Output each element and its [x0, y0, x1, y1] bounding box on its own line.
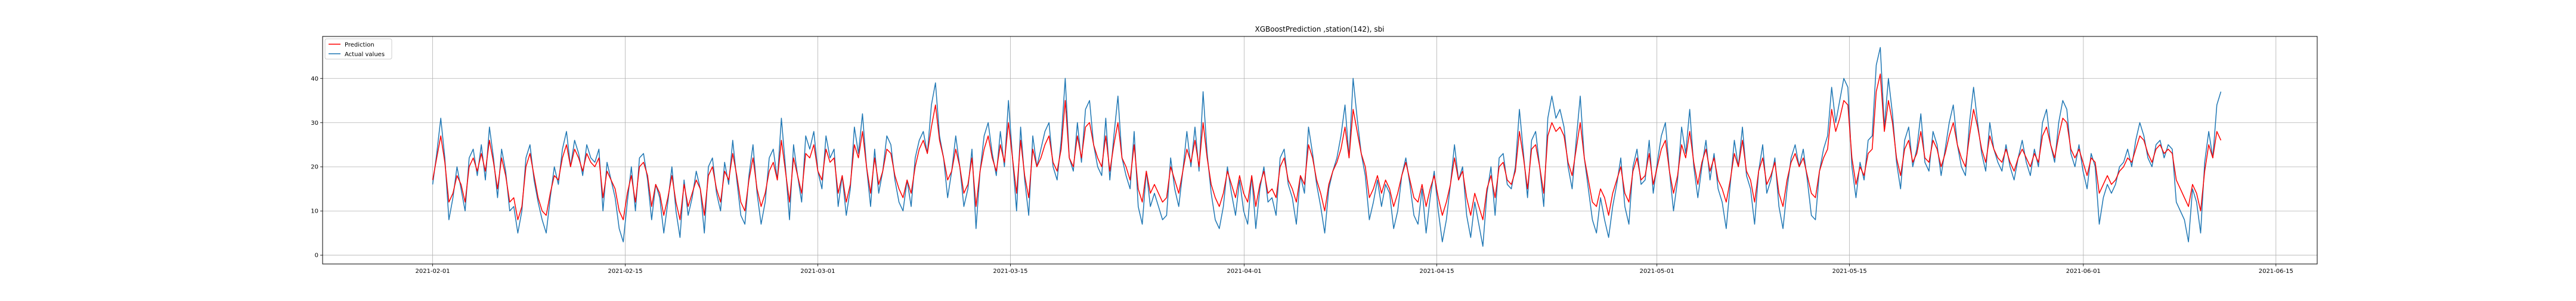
- legend-box: [324, 38, 392, 60]
- x-tick-label: 2021-05-01: [1640, 268, 1674, 275]
- y-tick-label: 40: [311, 76, 318, 82]
- chart-title: XGBoostPrediction ,station(142), sbi: [1255, 25, 1384, 33]
- series-line-actual-values: [432, 47, 2222, 247]
- legend: Prediction Actual values: [324, 38, 392, 60]
- y-tick-label: 0: [315, 253, 318, 259]
- axis-ticks: 2021-02-01 2021-02-15 2021-03-01 2021-03-15…: [311, 76, 2293, 275]
- y-tick-label: 30: [311, 120, 318, 127]
- x-tick-label: 2021-03-01: [800, 268, 835, 275]
- x-tick-label: 2021-02-01: [415, 268, 450, 275]
- plot-area-frame: [322, 36, 2318, 265]
- legend-label-actual: Actual values: [345, 51, 385, 58]
- legend-label-prediction: Prediction: [345, 42, 374, 48]
- y-tick-label: 20: [311, 164, 318, 171]
- x-tick-label: 2021-05-15: [1832, 268, 1867, 275]
- series-group: [432, 47, 2222, 247]
- grid: [323, 36, 2317, 264]
- x-tick-label: 2021-03-15: [993, 268, 1027, 275]
- series-line-prediction: [432, 73, 2222, 220]
- x-tick-label: 2021-02-15: [608, 268, 642, 275]
- x-tick-label: 2021-04-15: [1420, 268, 1454, 275]
- x-tick-label: 2021-06-01: [2066, 268, 2101, 275]
- x-tick-label: 2021-04-01: [1227, 268, 1262, 275]
- x-tick-label: 2021-06-15: [2259, 268, 2293, 275]
- y-tick-label: 10: [311, 208, 318, 215]
